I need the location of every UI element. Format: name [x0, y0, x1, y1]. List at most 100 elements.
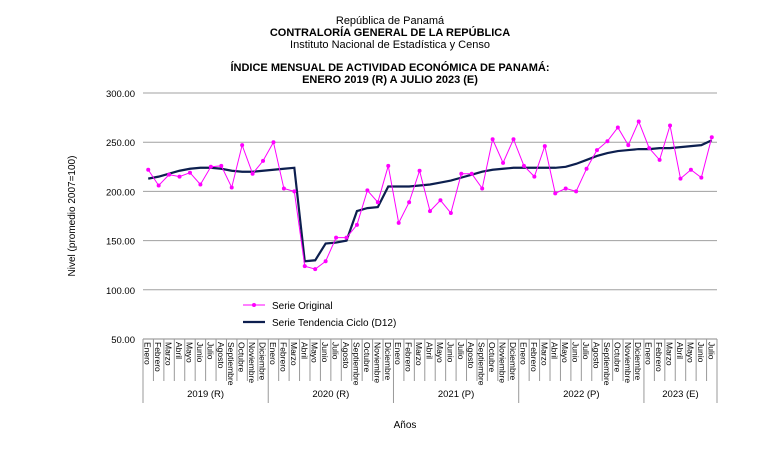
month-label: Abril [675, 342, 685, 359]
original-data-point [365, 188, 370, 193]
month-label: Junio [571, 342, 581, 363]
original-data-point [261, 158, 266, 163]
original-data-point [250, 171, 255, 176]
month-label: Julio [205, 342, 215, 360]
month-label: Noviembre [247, 342, 257, 383]
original-data-point [292, 189, 297, 194]
original-data-point [344, 235, 349, 240]
y-axis-label: Nivel (promedio 2007=100) [67, 156, 78, 277]
original-data-point [407, 200, 412, 205]
original-data-point [281, 186, 286, 191]
original-data-point [688, 167, 693, 172]
original-data-point [302, 264, 307, 269]
original-data-point [615, 125, 620, 130]
original-data-point [501, 160, 506, 165]
original-data-point [334, 235, 339, 240]
original-data-point [709, 135, 714, 140]
month-label: Enero [644, 342, 654, 365]
month-label: Diciembre [633, 342, 643, 381]
original-data-point [438, 198, 443, 203]
month-label: Febrero [529, 342, 539, 372]
year-label: 2021 (P) [438, 389, 474, 400]
month-label: Diciembre [383, 342, 393, 381]
original-data-point [240, 143, 245, 148]
original-data-point [574, 189, 579, 194]
original-data-point [156, 183, 161, 188]
original-data-point [521, 163, 526, 168]
month-label: Enero [268, 342, 278, 365]
month-label: Marzo [539, 342, 549, 366]
month-label: Agosto [591, 342, 601, 369]
month-label: Mayo [685, 342, 695, 363]
month-label: Febrero [278, 342, 288, 372]
month-label: Noviembre [623, 342, 633, 383]
original-data-point [428, 209, 432, 214]
month-label: Junio [320, 342, 330, 363]
original-data-point [532, 174, 537, 179]
original-data-point [459, 171, 464, 176]
original-data-point [177, 174, 182, 179]
original-data-point [668, 123, 673, 128]
month-label: Junio [195, 342, 205, 363]
original-data-point [605, 139, 610, 144]
month-label: Diciembre [508, 342, 518, 381]
original-data-point [469, 171, 474, 176]
original-data-point [563, 186, 568, 191]
month-label: Enero [518, 342, 528, 365]
month-label: Julio [456, 342, 466, 360]
original-data-point [553, 191, 558, 196]
original-data-point [198, 182, 203, 187]
month-label: Abril [299, 342, 309, 359]
chart-subtitle: ENERO 2019 (R) A JULIO 2023 (E) [302, 74, 478, 86]
month-label: Diciembre [258, 342, 268, 381]
month-label: Mayo [184, 342, 194, 363]
month-label: Octubre [612, 342, 622, 373]
original-data-point [657, 157, 662, 162]
original-data-point [396, 220, 401, 225]
original-data-point [187, 170, 192, 175]
month-label: Junio [445, 342, 455, 363]
month-label: Mayo [560, 342, 570, 363]
original-data-point [375, 200, 380, 205]
month-label: Julio [706, 342, 716, 360]
month-label: Octubre [362, 342, 372, 373]
month-label: Marzo [414, 342, 424, 366]
y-tick-label: 100.00 [106, 286, 135, 297]
original-data-point [699, 175, 704, 180]
original-data-point [647, 146, 652, 151]
year-label: 2023 (E) [662, 389, 698, 400]
original-data-point [594, 148, 599, 153]
original-data-point [208, 164, 213, 169]
month-label: Septiembre [477, 342, 487, 386]
legend-original-marker [252, 303, 256, 307]
y-tick-label: 300.00 [106, 89, 135, 100]
header-institute: Instituto Nacional de Estadística y Cens… [290, 39, 490, 51]
original-data-point [542, 144, 547, 149]
month-label: Noviembre [498, 342, 508, 383]
original-data-point [354, 222, 359, 227]
original-data-point [636, 119, 641, 124]
original-data-point [678, 176, 683, 181]
original-data-point [511, 137, 516, 142]
y-tick-label: 200.00 [106, 187, 135, 198]
original-data-point [448, 211, 453, 216]
month-label: Marzo [665, 342, 675, 366]
month-label: Abril [425, 342, 435, 359]
x-axis-label: Años [394, 420, 417, 431]
month-label: Marzo [164, 342, 174, 366]
month-label: Enero [143, 342, 153, 365]
month-label: Septiembre [351, 342, 361, 386]
header-country: República de Panamá [335, 15, 445, 27]
header-institution: CONTRALORÍA GENERAL DE LA REPÚBLICA [269, 27, 511, 39]
chart-title: ÍNDICE MENSUAL DE ACTIVIDAD ECONÓMICA DE… [230, 62, 550, 74]
month-label: Enero [393, 342, 403, 365]
month-label: Abril [550, 342, 560, 359]
original-data-point [490, 137, 495, 142]
original-data-point [386, 163, 391, 168]
original-data-point [480, 186, 485, 191]
month-label: Agosto [466, 342, 476, 369]
legend-original-label: Serie Original [272, 301, 333, 312]
year-label: 2019 (R) [187, 389, 224, 400]
month-label: Octubre [237, 342, 247, 373]
